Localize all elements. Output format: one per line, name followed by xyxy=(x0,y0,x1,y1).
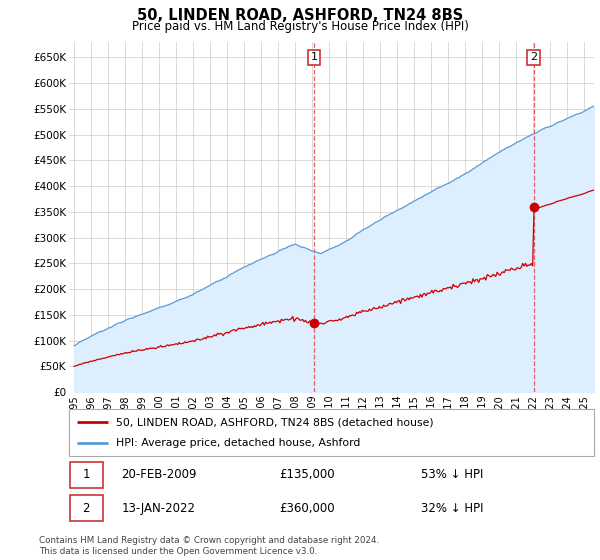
Text: Contains HM Land Registry data © Crown copyright and database right 2024.
This d: Contains HM Land Registry data © Crown c… xyxy=(39,536,379,556)
Text: 53% ↓ HPI: 53% ↓ HPI xyxy=(421,468,483,481)
Text: £360,000: £360,000 xyxy=(279,502,335,515)
Text: 50, LINDEN ROAD, ASHFORD, TN24 8BS (detached house): 50, LINDEN ROAD, ASHFORD, TN24 8BS (deta… xyxy=(116,417,434,427)
Text: 32% ↓ HPI: 32% ↓ HPI xyxy=(421,502,483,515)
Text: 1: 1 xyxy=(83,468,90,481)
Text: £135,000: £135,000 xyxy=(279,468,335,481)
Text: 2: 2 xyxy=(530,53,537,63)
Text: 50, LINDEN ROAD, ASHFORD, TN24 8BS: 50, LINDEN ROAD, ASHFORD, TN24 8BS xyxy=(137,8,463,24)
Text: 13-JAN-2022: 13-JAN-2022 xyxy=(121,502,196,515)
Text: Price paid vs. HM Land Registry's House Price Index (HPI): Price paid vs. HM Land Registry's House … xyxy=(131,20,469,32)
Text: HPI: Average price, detached house, Ashford: HPI: Average price, detached house, Ashf… xyxy=(116,438,361,448)
Text: 2: 2 xyxy=(83,502,90,515)
FancyBboxPatch shape xyxy=(70,461,103,488)
FancyBboxPatch shape xyxy=(70,495,103,521)
Text: 20-FEB-2009: 20-FEB-2009 xyxy=(121,468,197,481)
Text: 1: 1 xyxy=(311,53,317,63)
